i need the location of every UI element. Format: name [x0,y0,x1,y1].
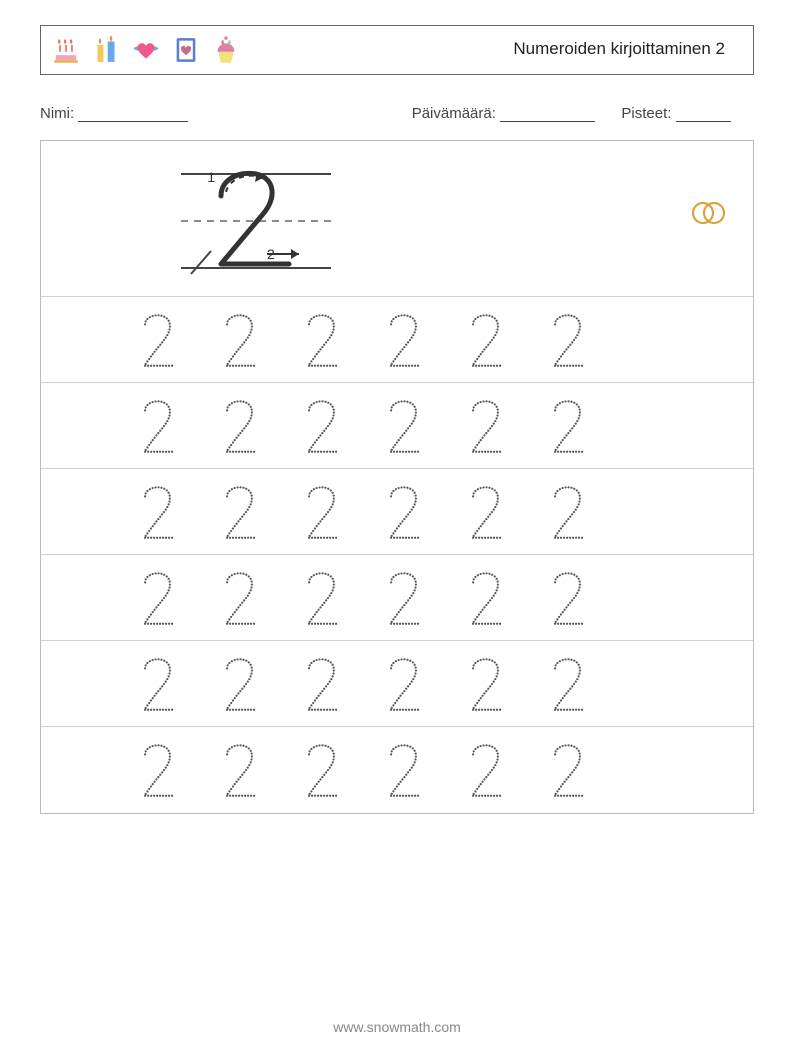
date-blank-line[interactable] [500,106,595,122]
traceable-two-icon[interactable] [305,312,339,368]
practice-row [41,641,753,727]
practice-grid [41,297,753,813]
love-book-icon [169,33,203,67]
traceable-two-icon[interactable] [141,312,175,368]
traceable-two-icon[interactable] [387,742,421,798]
header-bar: Numeroiden kirjoittaminen 2 [40,25,754,75]
numeral-two-demo-icon: 1 2 [171,156,341,286]
name-label: Nimi: [40,105,74,122]
traceable-two-icon[interactable] [551,570,585,626]
traceable-two-icon[interactable] [469,570,503,626]
traceable-two-icon[interactable] [387,484,421,540]
traceable-two-icon[interactable] [223,656,257,712]
traceable-two-icon[interactable] [223,570,257,626]
header-icon-row [49,33,243,67]
traceable-two-icon[interactable] [223,398,257,454]
practice-row [41,555,753,641]
practice-row [41,727,753,813]
traceable-two-icon[interactable] [469,484,503,540]
practice-row [41,297,753,383]
step-1-label: 1 [207,169,215,185]
traceable-two-icon[interactable] [387,656,421,712]
cupcake-icon [209,33,243,67]
traceable-two-icon[interactable] [469,742,503,798]
main-panel: 1 2 [40,140,754,814]
worksheet-title: Numeroiden kirjoittaminen 2 [513,39,725,59]
traceable-two-icon[interactable] [223,742,257,798]
traceable-two-icon[interactable] [469,398,503,454]
traceable-two-icon[interactable] [551,656,585,712]
traceable-two-icon[interactable] [305,656,339,712]
worksheet-page: Numeroiden kirjoittaminen 2 Nimi: Päiväm… [0,0,794,1053]
traceable-two-icon[interactable] [223,484,257,540]
traceable-two-icon[interactable] [305,742,339,798]
traceable-two-icon[interactable] [469,312,503,368]
traceable-two-icon[interactable] [223,312,257,368]
score-blank-line[interactable] [676,106,731,122]
traceable-two-icon[interactable] [305,398,339,454]
practice-row [41,383,753,469]
date-label: Päivämäärä: [412,105,496,122]
practice-row [41,469,753,555]
traceable-two-icon[interactable] [551,398,585,454]
traceable-two-icon[interactable] [387,570,421,626]
traceable-two-icon[interactable] [305,484,339,540]
score-label: Pisteet: [621,105,671,122]
info-fields-row: Nimi: Päivämäärä: Pisteet: [40,105,754,122]
traceable-two-icon[interactable] [551,742,585,798]
traceable-two-icon[interactable] [141,742,175,798]
traceable-two-icon[interactable] [551,312,585,368]
traceable-two-icon[interactable] [387,398,421,454]
candles-icon [89,33,123,67]
winged-heart-icon [129,33,163,67]
step-2-label: 2 [267,246,275,262]
rings-pair-icon [691,196,727,226]
traceable-two-icon[interactable] [141,656,175,712]
name-blank-line[interactable] [78,106,188,122]
traceable-two-icon[interactable] [141,570,175,626]
traceable-two-icon[interactable] [141,398,175,454]
birthday-cake-icon [49,33,83,67]
traceable-two-icon[interactable] [387,312,421,368]
traceable-two-icon[interactable] [469,656,503,712]
traceable-two-icon[interactable] [551,484,585,540]
traceable-two-icon[interactable] [305,570,339,626]
demonstration-row: 1 2 [41,141,753,297]
footer-url: www.snowmath.com [0,1019,794,1035]
traceable-two-icon[interactable] [141,484,175,540]
